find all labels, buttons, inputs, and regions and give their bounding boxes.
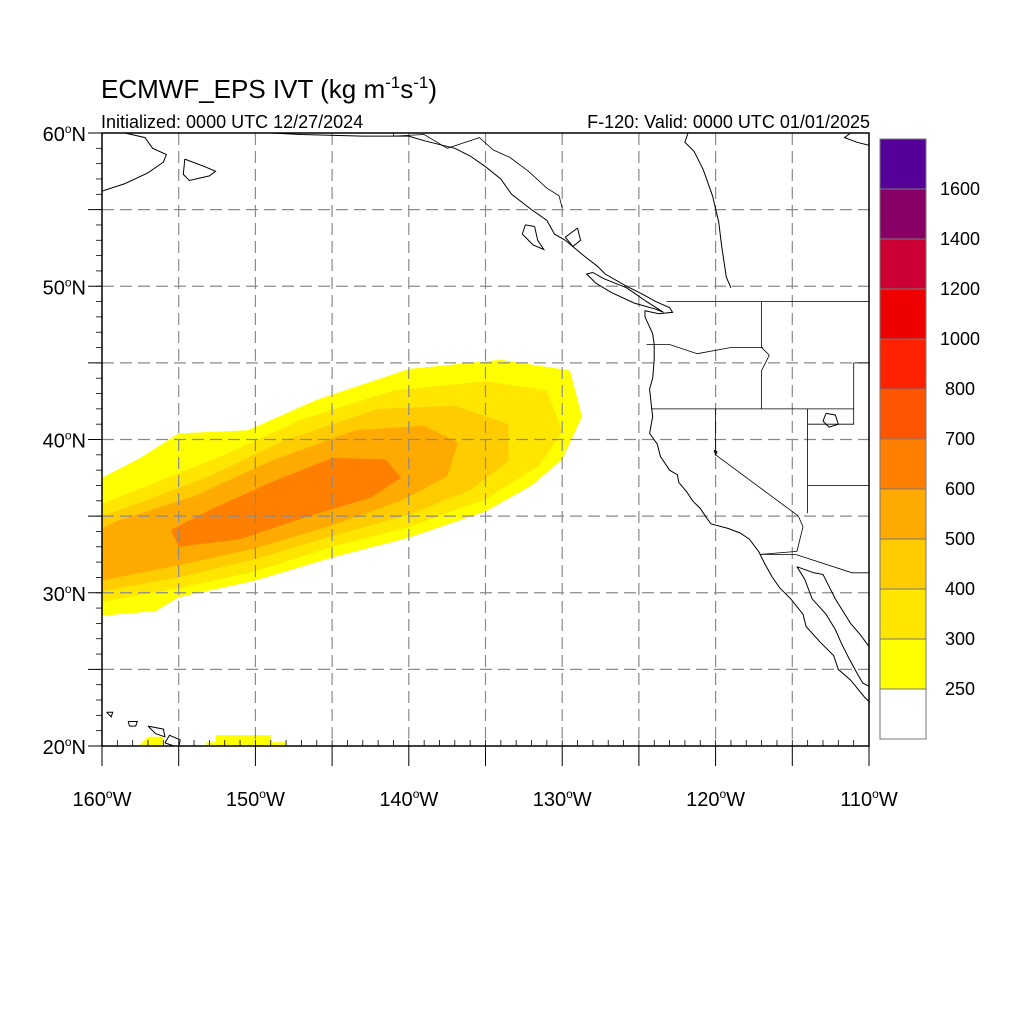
state-border — [760, 554, 869, 574]
colorbar-label-400: 400 — [945, 579, 975, 599]
plot-area — [102, 133, 869, 746]
coastline — [147, 725, 166, 738]
coastline — [270, 133, 869, 702]
lat-label-20N: 20oN — [43, 735, 86, 759]
lon-label-110W: 110oW — [840, 787, 898, 811]
colorbar-swatch-300 — [879, 588, 927, 640]
coastline — [796, 566, 869, 687]
colorbar-label-1600: 1600 — [940, 179, 980, 199]
lat-label-60N: 60oN — [43, 122, 86, 146]
coastline — [102, 133, 168, 192]
coastline — [521, 224, 546, 251]
colorbar-label-1400: 1400 — [940, 229, 980, 249]
colorbar-swatch-1400 — [879, 188, 927, 240]
colorbar-label-600: 600 — [945, 479, 975, 499]
initialized-time: Initialized: 0000 UTC 12/27/2024 — [101, 112, 363, 132]
valid-time: F-120: Valid: 0000 UTC 01/01/2025 — [587, 112, 870, 132]
lon-label-120W: 120oW — [686, 787, 745, 811]
colorbar-swatch-250 — [879, 638, 927, 690]
colorbar-label-1200: 1200 — [940, 279, 980, 299]
colorbar-label-250: 250 — [945, 679, 975, 699]
longitude-labels: 160oW 150oW 140oW 130oW 120oW 110oW — [73, 787, 898, 811]
state-border — [715, 408, 799, 517]
coastline — [106, 711, 114, 718]
ivt-contour-250-6 — [206, 735, 287, 746]
ivt-contour-250-5 — [138, 736, 164, 746]
colorbar-swatch-1000 — [879, 288, 927, 340]
colorbar-swatch-1600 — [879, 138, 927, 190]
ivt-shading — [102, 359, 583, 746]
colorbar-label-700: 700 — [945, 429, 975, 449]
colorbar-swatch-below — [879, 688, 927, 740]
coastline — [796, 566, 869, 647]
coastline — [127, 721, 139, 727]
map-title: ECMWF_EPS IVT (kg m-1s-1) — [101, 73, 437, 104]
coastline — [843, 133, 869, 146]
lon-label-160W: 160oW — [73, 787, 132, 811]
lon-label-140W: 140oW — [379, 787, 438, 811]
axis-ticks — [88, 132, 870, 766]
colorbar-label-800: 800 — [945, 379, 975, 399]
coastline — [182, 158, 217, 182]
colorbar — [879, 138, 927, 740]
latitude-labels: 60oN 50oN 40oN 30oN 20oN — [43, 122, 86, 759]
lat-label-50N: 50oN — [43, 275, 86, 299]
colorbar-swatch-500 — [879, 488, 927, 540]
coastline — [564, 227, 582, 248]
coastline — [684, 133, 732, 288]
lake-outline — [822, 412, 839, 428]
colorbar-label-1000: 1000 — [940, 329, 980, 349]
colorbar-swatch-1200 — [879, 238, 927, 290]
colorbar-swatch-800 — [879, 338, 927, 390]
lat-label-40N: 40oN — [43, 429, 86, 453]
lon-label-150W: 150oW — [226, 787, 285, 811]
lat-label-30N: 30oN — [43, 582, 86, 606]
political-borders — [393, 133, 869, 574]
ivt-contour-600-4 — [171, 457, 402, 547]
colorbar-swatch-600 — [879, 438, 927, 490]
state-border — [393, 133, 563, 209]
colorbar-swatch-400 — [879, 538, 927, 590]
colorbar-label-500: 500 — [945, 529, 975, 549]
colorbar-swatch-700 — [879, 388, 927, 440]
state-border — [807, 362, 855, 425]
lon-label-130W: 130oW — [533, 787, 592, 811]
coastline — [585, 272, 664, 313]
colorbar-label-300: 300 — [945, 629, 975, 649]
coastlines — [102, 133, 869, 746]
colorbar-labels: 250 300 400 500 600 700 800 1000 1200 1400 1600 — [940, 179, 980, 699]
lat-lon-gridlines — [102, 133, 869, 746]
state-border — [646, 344, 764, 355]
state-border — [761, 301, 770, 409]
state-border — [760, 515, 804, 555]
